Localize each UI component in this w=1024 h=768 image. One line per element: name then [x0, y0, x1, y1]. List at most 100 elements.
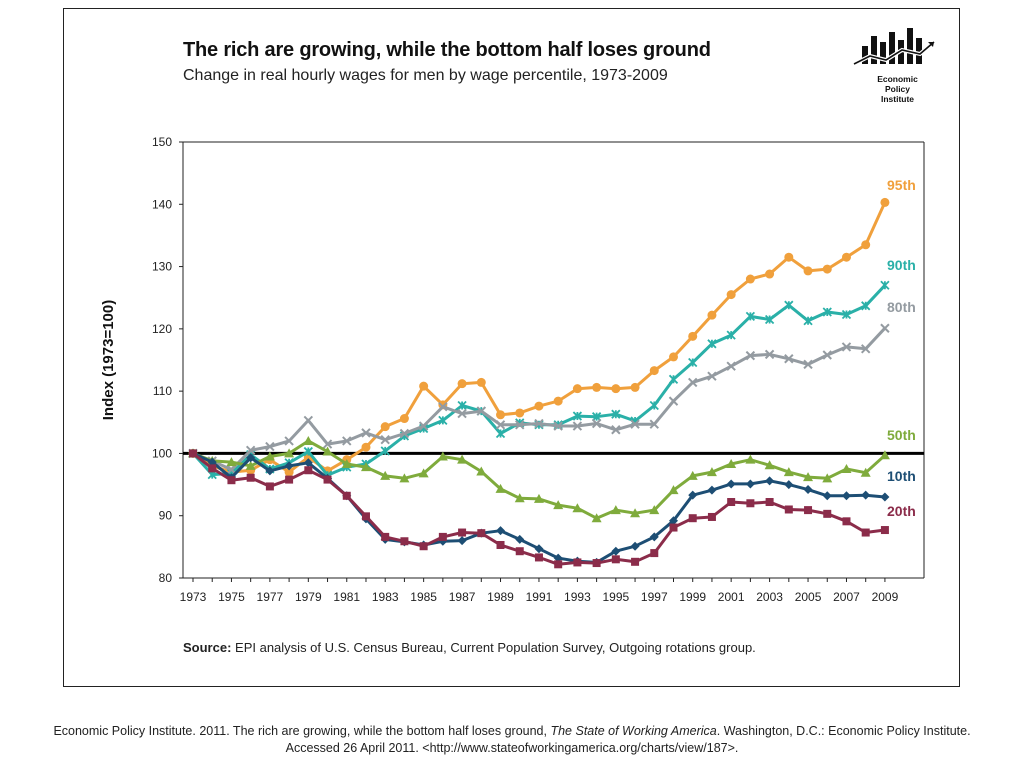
x-tick-label: 1999 [679, 590, 706, 604]
data-point [457, 400, 467, 411]
data-point [611, 555, 620, 564]
logo-line: Institute [880, 94, 915, 104]
data-point [650, 549, 659, 558]
data-point [668, 396, 679, 406]
data-point [553, 421, 563, 431]
data-point [284, 448, 295, 458]
logo-line: Economic [877, 74, 918, 84]
data-point [688, 331, 698, 341]
x-tick-label: 1997 [641, 590, 668, 604]
data-point [879, 450, 890, 460]
data-point [591, 513, 602, 523]
y-axis-label: Index (1973=100) [100, 300, 117, 421]
x-tick-label: 1983 [372, 590, 399, 604]
y-tick-label: 130 [152, 260, 172, 274]
data-point [822, 473, 833, 483]
data-point [438, 402, 448, 412]
data-point [592, 559, 601, 568]
data-point [783, 467, 794, 477]
x-tick-label: 1979 [295, 590, 322, 604]
data-point [381, 532, 390, 541]
data-point [477, 529, 486, 538]
data-point [726, 290, 736, 300]
data-point [630, 508, 641, 518]
data-point [726, 330, 736, 340]
x-tick-label: 2003 [756, 590, 783, 604]
data-point [342, 436, 352, 446]
y-tick-label: 110 [153, 384, 172, 398]
data-point [285, 475, 294, 484]
data-point [515, 420, 525, 430]
data-point [553, 396, 563, 406]
data-point [572, 411, 583, 421]
data-point [861, 490, 871, 500]
data-point [803, 266, 813, 276]
data-point [649, 419, 659, 429]
data-point [669, 516, 678, 526]
series-label-20th: 20th [887, 503, 916, 519]
series-50th [188, 435, 890, 523]
data-point [630, 419, 640, 429]
x-tick-label: 1977 [257, 590, 284, 604]
data-point [649, 400, 659, 411]
data-point [668, 485, 679, 495]
data-point [284, 461, 294, 471]
data-point [745, 311, 756, 322]
data-point [399, 414, 409, 424]
data-point [822, 264, 832, 274]
data-point [303, 435, 314, 445]
data-point [727, 498, 736, 507]
x-tick-label: 1993 [564, 590, 591, 604]
data-point [611, 425, 621, 435]
data-point [245, 460, 256, 470]
source-label: Source: [183, 640, 232, 655]
data-point [745, 479, 755, 489]
citation-italic: The State of Working America [550, 724, 717, 738]
data-point [380, 446, 390, 456]
x-tick-label: 2007 [833, 590, 860, 604]
data-point [784, 354, 794, 364]
data-point [303, 458, 313, 468]
x-tick-label: 1973 [180, 590, 207, 604]
data-point [496, 526, 506, 536]
x-tick-label: 2005 [795, 590, 822, 604]
data-point [226, 464, 237, 475]
data-point [264, 451, 275, 461]
data-point [764, 460, 775, 470]
data-point [515, 534, 525, 544]
data-point [189, 449, 197, 458]
data-point [457, 408, 467, 419]
series-label-90th: 90th [887, 257, 916, 273]
data-point [745, 350, 756, 361]
data-point [591, 418, 602, 429]
data-point [380, 435, 390, 445]
data-point [304, 466, 313, 475]
data-point [822, 491, 832, 501]
data-point [687, 470, 698, 480]
x-tick-label: 1975 [218, 590, 245, 604]
source-note: Source: EPI analysis of U.S. Census Bure… [183, 640, 756, 655]
data-point [611, 409, 621, 419]
data-point [226, 457, 237, 467]
data-point [400, 537, 409, 546]
y-tick-label: 90 [159, 509, 173, 523]
data-point [360, 462, 371, 472]
data-point [823, 509, 832, 518]
data-point [572, 503, 583, 513]
data-point [861, 301, 871, 311]
data-point [418, 468, 429, 478]
citation: Economic Policy Institute. 2011. The ric… [0, 723, 1024, 757]
data-point [669, 352, 678, 362]
data-point [496, 410, 506, 420]
series-label-80th: 80th [887, 299, 916, 315]
data-point [688, 490, 698, 500]
series-80th [188, 323, 890, 475]
logo-text: Economic Policy Institute [870, 74, 925, 104]
data-point [707, 339, 717, 349]
x-tick-label: 2001 [718, 590, 745, 604]
data-point [361, 512, 370, 521]
x-tick-label: 1989 [487, 590, 514, 604]
data-point [746, 499, 755, 508]
data-point [573, 558, 582, 567]
